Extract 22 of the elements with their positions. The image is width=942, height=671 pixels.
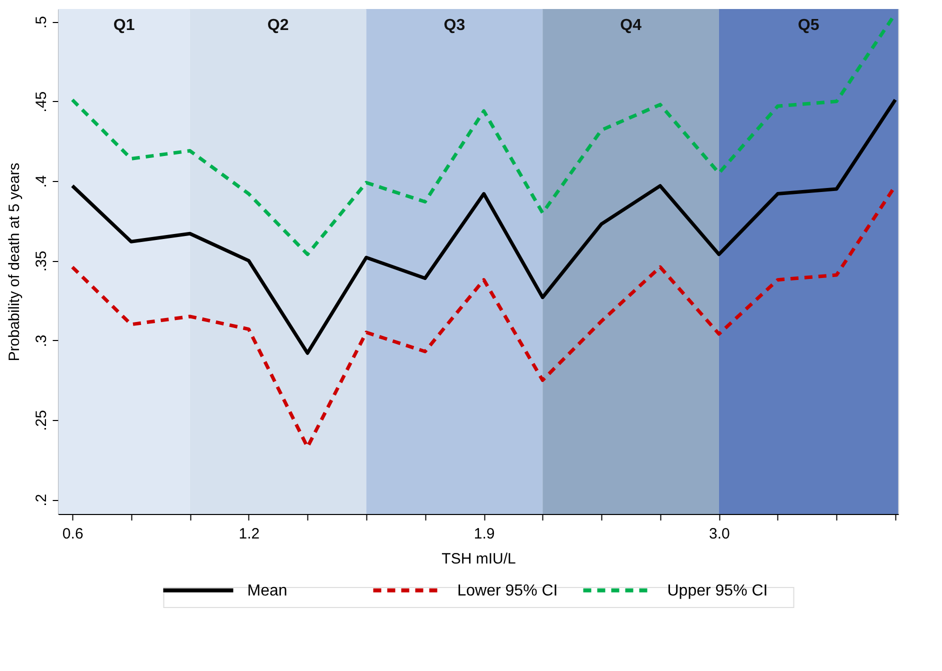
x-tick-label: 3.0 — [709, 526, 730, 542]
y-tick-label: .45 — [32, 91, 50, 112]
line-series — [70, 98, 898, 355]
legend-label: Lower 95% CI — [457, 582, 558, 600]
y-tick-label: .3 — [32, 334, 50, 348]
x-tick-label: 1.9 — [474, 526, 495, 542]
x-tick-label: 1.2 — [238, 526, 260, 542]
y-tick-label: .5 — [32, 16, 50, 28]
legend-label: Upper 95% CI — [667, 582, 768, 600]
x-tick-label: 0.6 — [62, 526, 84, 542]
y-tick-label: .2 — [32, 494, 50, 506]
legend-label: Mean — [247, 582, 288, 600]
x-axis-title: TSH mIU/L — [442, 550, 516, 568]
y-tick-label: .35 — [32, 250, 50, 272]
annotation: Q3 — [444, 17, 466, 34]
y-tick-label: .4 — [32, 175, 50, 188]
annotation: Q2 — [267, 17, 289, 34]
y-tick-label: .25 — [32, 410, 50, 431]
annotation: Q5 — [798, 17, 820, 34]
y-axis-title: Probability of death at 5 years — [6, 162, 23, 362]
annotation: Q1 — [113, 17, 135, 34]
annotation: Q4 — [620, 17, 642, 34]
